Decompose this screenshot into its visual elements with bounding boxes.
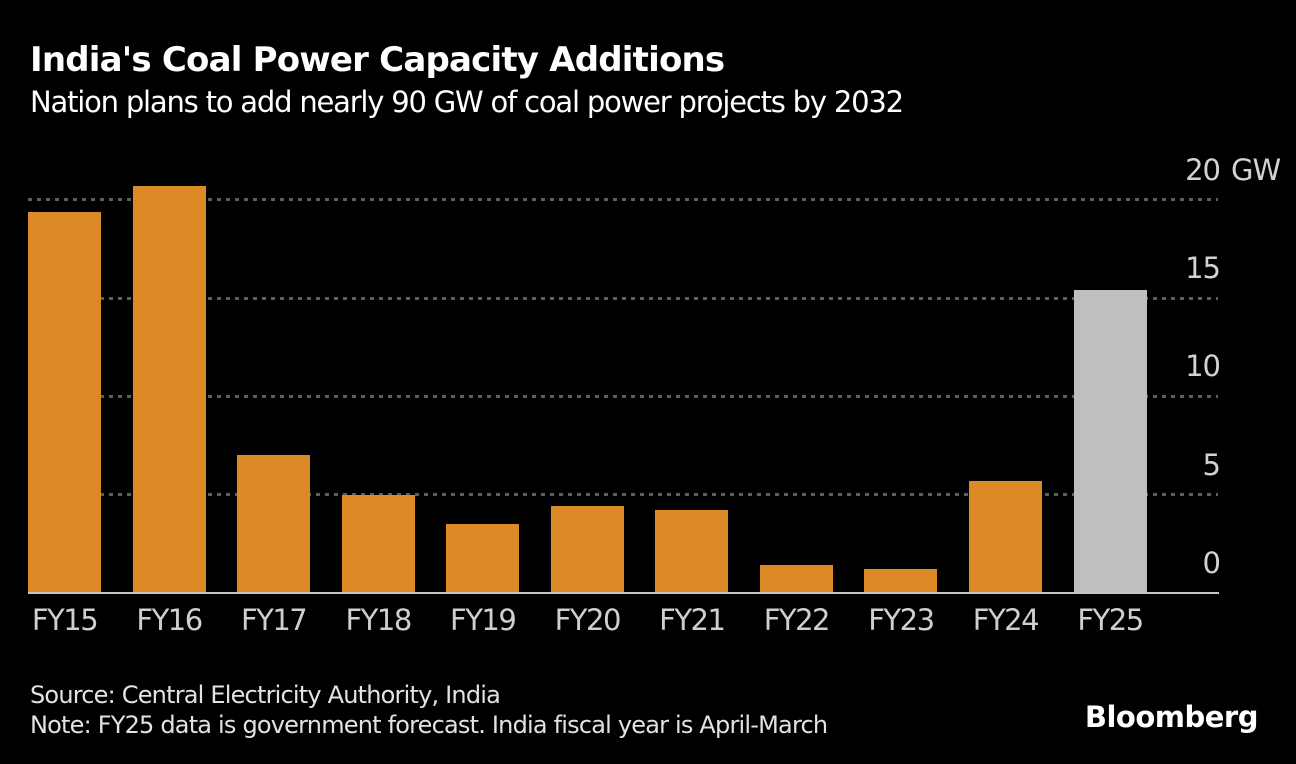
note-text: Note: FY25 data is government forecast. … [30, 711, 828, 739]
bloomberg-logo: Bloomberg [1084, 700, 1259, 734]
bar-fy16 [132, 186, 206, 593]
y-axis-tick-10: 10 [1185, 349, 1221, 384]
bar-fy19 [446, 524, 520, 593]
chart-subtitle: Nation plans to add nearly 90 GW of coal… [30, 85, 904, 119]
bar-fy25 [1073, 290, 1147, 593]
y-axis-tick-0: 0 [1202, 546, 1221, 580]
y-axis-tick-20: 20 [1185, 152, 1221, 187]
gridline-20 [28, 198, 1218, 202]
x-axis-label-fy23: FY23 [868, 603, 935, 637]
chart-title: India's Coal Power Capacity Additions [30, 40, 725, 80]
y-axis-tick-5: 5 [1202, 447, 1221, 482]
bar-fy20 [550, 506, 624, 593]
y-axis-unit-label: GW [1231, 152, 1281, 187]
x-axis-label-fy22: FY22 [763, 603, 831, 637]
y-axis-tick-15: 15 [1185, 251, 1221, 286]
x-axis-line [28, 592, 1219, 594]
bar-fy18 [341, 494, 415, 593]
bar-fy24 [968, 480, 1042, 593]
x-axis-label-fy16: FY16 [136, 603, 203, 637]
x-axis-label-fy24: FY24 [972, 603, 1040, 637]
x-axis-label-fy20: FY20 [554, 603, 622, 637]
bar-fy21 [655, 510, 729, 593]
bar-fy23 [864, 569, 938, 593]
gridline-10 [28, 394, 1218, 398]
source-text: Source: Central Electricity Authority, I… [30, 681, 501, 709]
bar-fy17 [237, 455, 311, 593]
x-axis-label-fy19: FY19 [450, 603, 517, 637]
bar-fy15 [28, 211, 101, 593]
x-axis-label-fy18: FY18 [345, 603, 412, 637]
x-axis-label-fy17: FY17 [240, 603, 308, 637]
x-axis-label-fy15: FY15 [31, 603, 99, 637]
gridline-5 [28, 493, 1218, 497]
x-axis-label-fy21: FY21 [659, 603, 726, 637]
x-axis-label-fy25: FY25 [1077, 603, 1144, 637]
bar-fy22 [759, 565, 833, 593]
gridline-15 [28, 296, 1218, 300]
